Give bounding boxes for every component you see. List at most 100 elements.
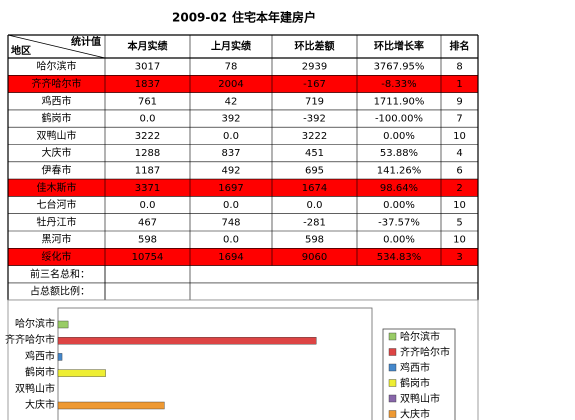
value-cell: -100.00% [375,114,423,125]
value-cell: -392 [303,114,326,125]
value-cell: 837 [221,148,240,159]
value-cell: 6 [456,165,462,176]
value-cell: 2004 [218,79,243,90]
value-cell: 42 [225,96,238,107]
value-cell: 492 [221,165,240,176]
column-header: 环比差额 [295,40,335,53]
category-label: 双鸭山市 [15,382,55,395]
value-cell: 5 [456,217,462,228]
value-cell: 534.83% [377,252,422,263]
value-cell: 10754 [132,252,164,263]
bar [57,337,317,345]
legend-swatch [388,410,397,418]
value-cell: 0.0 [223,235,239,246]
title-name: 住宅本年建房户 [232,10,316,25]
value-cell: -167 [303,79,326,90]
column-header: 环比增长率 [374,40,424,53]
column-header: 排名 [450,40,470,53]
row-highlight [8,75,478,93]
bar [57,401,165,410]
category-label: 鸡西市 [25,349,55,362]
value-cell: 467 [138,217,157,228]
category-label: 大庆市 [25,398,55,411]
value-cell: 0.00% [383,235,415,246]
value-cell: 598 [305,235,324,246]
region-cell: 大庆市 [42,146,72,159]
value-cell: -37.57% [378,217,420,228]
value-cell: 9 [456,96,462,107]
value-cell: 98.64% [380,183,418,194]
value-cell: 1694 [218,252,243,263]
corner-bottom: 地区 [11,44,31,57]
plot-area [57,307,373,420]
legend-label: 齐齐哈尔市 [400,346,450,359]
value-cell: -281 [303,217,326,228]
row-highlight [8,248,478,266]
region-cell: 鸡西市 [42,94,72,107]
value-cell: 719 [305,96,324,107]
column-header: 本月实绩 [128,40,168,53]
value-cell: -8.33% [381,79,416,90]
value-cell: 392 [221,114,240,125]
bar [57,369,106,377]
footer-label: 前三名总和： [30,267,90,280]
value-cell: 0.0 [140,114,156,125]
legend-label: 鹤岗市 [400,377,430,390]
value-cell: 10 [453,200,466,211]
value-cell: 1 [456,79,462,90]
value-cell: 2 [456,183,462,194]
category-label: 鹤岗市 [25,366,55,379]
value-cell: 2939 [302,62,327,73]
value-cell: 1288 [135,148,160,159]
region-cell: 佳木斯市 [37,181,77,194]
bar [57,353,63,361]
value-cell: 1697 [218,183,243,194]
corner-diagonal [7,34,106,59]
corner-top: 统计值 [71,35,101,48]
legend-swatch [388,363,397,372]
value-cell: 4 [456,148,462,159]
row-highlight [8,179,478,197]
region-cell: 双鸭山市 [37,129,77,142]
value-cell: 451 [305,148,324,159]
value-cell: 1711.90% [374,96,425,107]
value-cell: 3222 [135,131,160,142]
value-cell: 141.26% [377,165,422,176]
column-header: 上月实绩 [211,40,251,53]
value-cell: 0.0 [223,131,239,142]
title-period: 2009-02 [172,11,227,25]
legend-label: 鸡西市 [400,361,430,374]
value-cell: 748 [221,217,240,228]
legend-box [382,328,456,420]
value-cell: 1187 [135,165,160,176]
region-cell: 伊春市 [42,163,72,176]
region-cell: 鹤岗市 [42,112,72,125]
category-label: 齐齐哈尔市 [5,333,55,346]
value-cell: 3371 [135,183,160,194]
legend-label: 哈尔滨市 [400,330,440,343]
region-cell: 哈尔滨市 [37,60,77,73]
value-cell: 695 [305,165,324,176]
region-cell: 齐齐哈尔市 [32,77,82,90]
value-cell: 0.00% [383,131,415,142]
footer-label: 占总额比例： [30,285,90,298]
legend-swatch [388,394,397,403]
region-cell: 绥化市 [42,250,72,263]
category-label: 哈尔滨市 [15,317,55,330]
value-cell: 3222 [302,131,327,142]
legend-label: 双鸭山市 [400,392,440,405]
legend-swatch [388,379,397,387]
value-cell: 9060 [302,252,327,263]
region-cell: 七台河市 [37,198,77,211]
region-cell: 牡丹江市 [37,215,77,228]
value-cell: 598 [138,235,157,246]
value-cell: 0.0 [140,200,156,211]
legend-swatch [388,332,397,341]
value-cell: 3 [456,252,462,263]
legend-swatch [388,348,397,356]
value-cell: 1674 [302,183,327,194]
value-cell: 53.88% [380,148,418,159]
value-cell: 7 [456,114,462,125]
